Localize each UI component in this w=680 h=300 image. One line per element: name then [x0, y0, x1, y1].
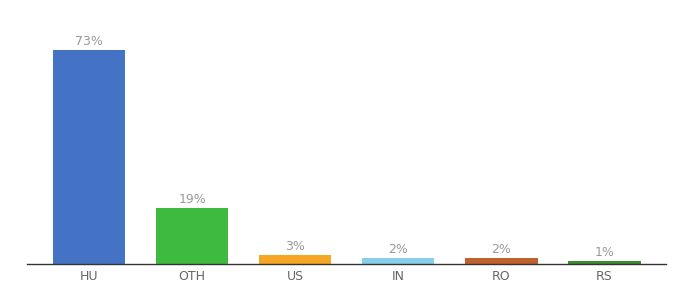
Text: 3%: 3% — [286, 240, 305, 253]
Text: 19%: 19% — [178, 193, 206, 206]
Bar — [156, 208, 228, 264]
Bar — [465, 258, 537, 264]
Text: 2%: 2% — [492, 243, 511, 256]
Text: 1%: 1% — [594, 246, 615, 259]
Bar — [362, 258, 435, 264]
Bar — [568, 261, 641, 264]
Text: 73%: 73% — [75, 35, 103, 48]
Bar — [53, 50, 125, 264]
Text: 2%: 2% — [388, 243, 408, 256]
Bar — [259, 255, 331, 264]
